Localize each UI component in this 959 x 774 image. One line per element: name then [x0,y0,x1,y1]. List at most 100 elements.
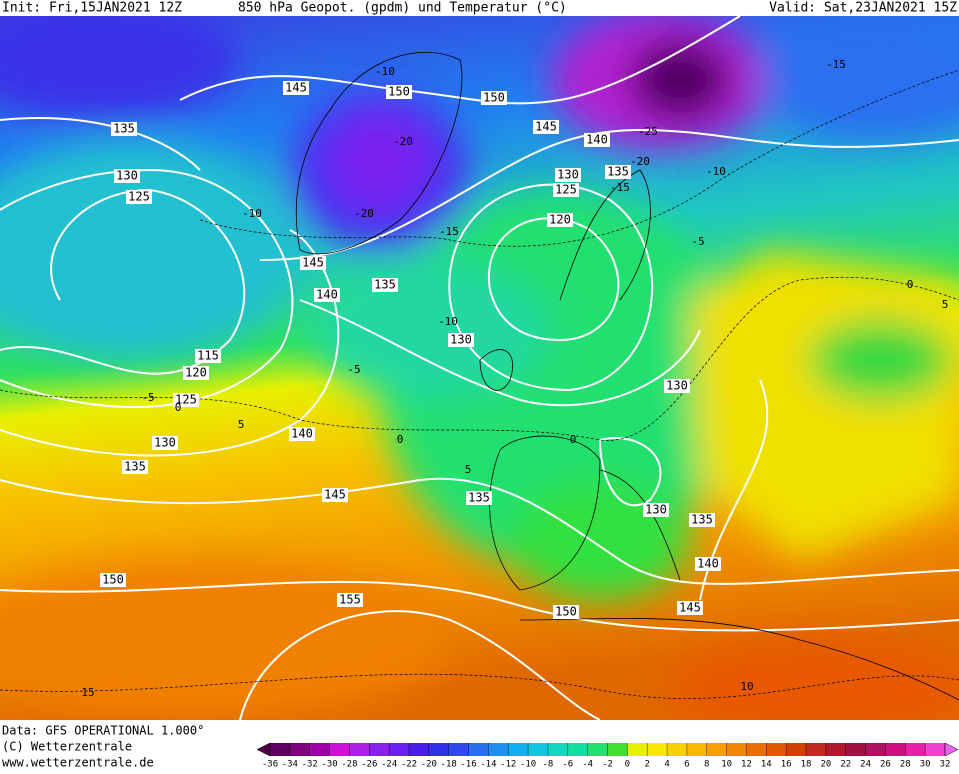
colorbar-segment [845,743,866,756]
colorbar-tick-label: -34 [282,760,298,770]
temperature-label: -20 [393,135,413,148]
geopotential-label: 130 [645,503,667,517]
temperature-label: 0 [175,401,182,414]
colorbar-segment [349,743,370,756]
label-box [533,120,559,134]
website: www.wetterzentrale.de [2,756,154,770]
geopotential-label: 130 [154,436,176,450]
colorbar-segment [289,743,311,756]
colorbar-segment [428,743,449,756]
colorbar-tick-label: 10 [721,760,732,770]
label-box [547,213,573,227]
colorbar-tick-label: 8 [704,760,709,770]
colorbar-segment [726,743,747,756]
temperature-label: 5 [942,298,949,311]
colorbar-tick-label: 2 [644,760,649,770]
colorbar-tick-label: 14 [761,760,772,770]
label-box [689,513,715,527]
label-box [372,278,398,292]
label-box [448,333,474,347]
label-box [183,366,209,380]
temperature-label: 0 [570,433,577,446]
map-title: 850 hPa Geopot. (gpdm) und Temperatur (°… [238,1,567,16]
label-box [300,256,326,270]
label-box [677,601,703,615]
temperature-label: -5 [347,363,360,376]
temperature-label: 5 [238,418,245,431]
temperature-label: 5 [465,463,472,476]
geopotential-label: 145 [302,256,324,270]
geopotential-label: 140 [316,288,338,302]
colorbar-tick-label: -6 [562,760,573,770]
label-box [314,288,340,302]
temperature-label: -25 [638,125,658,138]
colorbar-tick-label: 22 [840,760,851,770]
label-box [481,91,507,105]
label-box [337,593,363,607]
colorbar-end [256,742,271,757]
temperature-label: -10 [375,65,395,78]
colorbar-segment [667,743,688,756]
label-box [695,557,721,571]
label-box [114,169,140,183]
colorbar-segment [885,743,906,756]
colorbar-segment [686,743,708,756]
colorbar-segment [329,743,350,756]
geopotential-label: 155 [339,593,361,607]
data-source: Data: GFS OPERATIONAL 1.000° [2,724,204,738]
colorbar-tick-label: 6 [684,760,689,770]
colorbar-segment [607,743,628,756]
temperature-label: -20 [354,207,374,220]
label-box [283,81,309,95]
colorbar-tick-label: -2 [602,760,613,770]
geopotential-label: 120 [549,213,571,227]
temperature-label: -10 [706,165,726,178]
colorbar-tick-label: -22 [401,760,417,770]
label-box [100,573,126,587]
colorbar-tick-label: 30 [920,760,931,770]
geopotential-label: 125 [175,393,197,407]
geopotential-label: 150 [388,85,410,99]
colorbar-segment [547,743,569,756]
temperature-label: 10 [740,680,753,693]
temperature-label: 0 [907,278,914,291]
colorbar-tick-label: 12 [741,760,752,770]
colorbar-tick-label: -16 [460,760,476,770]
temperature-label: -15 [826,58,846,71]
temperature-label: -10 [438,315,458,328]
colorbar-segment [766,743,787,756]
geopotential-label: 150 [555,605,577,619]
geopotential-label: 150 [102,573,124,587]
copyright: (C) Wetterzentrale [2,740,132,754]
colorbar-tick-label: 28 [900,760,911,770]
colorbar-segment [270,743,291,756]
label-box [555,168,581,182]
geopotential-label: 145 [679,601,701,615]
temperature-label: -5 [691,235,704,248]
temperature-blobs [0,16,959,720]
geopotential-label: 135 [468,491,490,505]
colorbar-tick-label: 32 [940,760,951,770]
colorbar-segment [746,743,767,756]
geopotential-label: 120 [185,366,207,380]
temperature-label: -15 [610,181,630,194]
geopotential-label: 135 [113,122,135,136]
colorbar-tick-label: -10 [520,760,536,770]
colorbar-tick-label: -12 [500,760,516,770]
geopotential-label: 130 [666,379,688,393]
colorbar-tick-label: -20 [421,760,437,770]
colorbar-tick-label: -4 [582,760,593,770]
colorbar-tick-label: -14 [480,760,496,770]
geopotential-label: 145 [535,120,557,134]
colorbar-segment [468,743,489,756]
geopotential-label: 140 [697,557,719,571]
colorbar-segment [865,743,886,756]
colorbar-segment [528,743,549,756]
geopotential-label: 140 [291,427,313,441]
geopotential-label: 130 [116,169,138,183]
geopotential-label: 135 [691,513,713,527]
colorbar-segment [369,743,390,756]
colorbar-segment [408,743,430,756]
